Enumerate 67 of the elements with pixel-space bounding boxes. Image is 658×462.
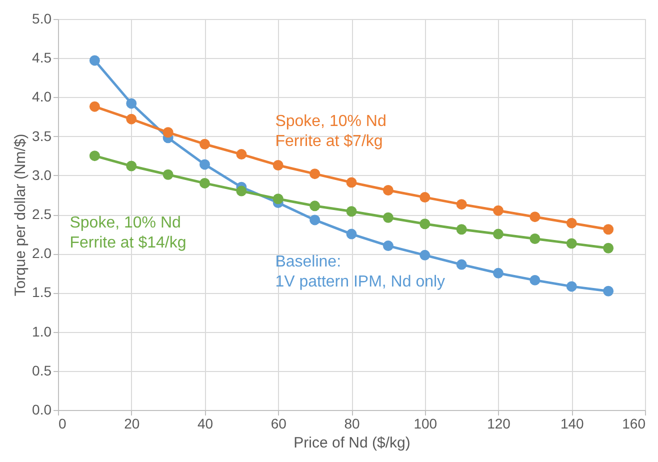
series-label: Baseline: 1V pattern IPM, Nd only xyxy=(275,254,446,291)
point xyxy=(420,218,430,230)
point xyxy=(310,214,320,226)
point xyxy=(310,168,320,180)
point xyxy=(346,206,357,217)
y-tick-label: 2.5 xyxy=(32,206,52,222)
point xyxy=(236,186,247,196)
x-tick-label: 80 xyxy=(344,416,360,432)
point xyxy=(382,212,394,223)
point xyxy=(89,101,100,112)
point xyxy=(456,224,467,235)
y-tick-label: 1.5 xyxy=(32,284,52,300)
point xyxy=(236,149,247,160)
x-tick-label: 120 xyxy=(487,416,511,432)
y-tick-label: 5.0 xyxy=(32,10,52,26)
point xyxy=(200,159,210,170)
point xyxy=(603,224,614,235)
x-tick-label: 140 xyxy=(560,416,584,432)
y-tick-label: 4.0 xyxy=(32,88,52,105)
point xyxy=(530,274,540,286)
point xyxy=(272,160,284,170)
point xyxy=(566,238,577,249)
point xyxy=(200,138,210,150)
point xyxy=(456,199,467,210)
x-tick-label: 60 xyxy=(270,416,287,432)
point xyxy=(382,185,394,196)
y-tick-label: 3.5 xyxy=(32,128,52,144)
point xyxy=(126,98,137,109)
point xyxy=(382,240,394,252)
point xyxy=(162,169,174,180)
point xyxy=(493,228,504,240)
point xyxy=(200,178,210,188)
x-tick-label: 0 xyxy=(58,416,66,432)
y-tick-label: 0.0 xyxy=(32,402,52,418)
point xyxy=(566,281,577,292)
point xyxy=(126,160,137,172)
point xyxy=(126,114,137,124)
point xyxy=(89,55,100,66)
point xyxy=(603,286,614,296)
point xyxy=(530,212,540,222)
x-tick-label: 20 xyxy=(124,416,140,432)
y-axis-title: Torque per dollar (Nm/$) xyxy=(12,134,30,296)
point xyxy=(162,127,174,138)
point xyxy=(346,228,357,240)
y-tick-label: 4.5 xyxy=(32,50,52,66)
x-tick-label: 160 xyxy=(622,416,646,432)
point xyxy=(420,192,430,203)
x-tick-label: 40 xyxy=(197,416,214,432)
series-label: Spoke, 10% Nd Ferrite at $14/kg xyxy=(70,214,186,252)
point xyxy=(603,242,614,254)
point xyxy=(493,205,504,216)
x-tick-label: 100 xyxy=(414,416,438,432)
point xyxy=(346,177,357,188)
y-tick-label: 1.0 xyxy=(32,323,52,340)
point xyxy=(493,268,504,278)
point xyxy=(272,194,284,204)
point xyxy=(530,234,540,244)
y-tick-label: 0.5 xyxy=(32,362,52,378)
point xyxy=(89,150,100,162)
series-label: Spoke, 10% Nd Ferrite at $7/kg xyxy=(275,112,386,150)
point xyxy=(310,200,320,212)
x-axis-title: Price of Nd ($/kg) xyxy=(294,434,410,452)
point xyxy=(566,218,577,228)
point xyxy=(456,259,467,270)
y-tick-label: 3.0 xyxy=(32,166,52,183)
point xyxy=(420,250,430,260)
y-tick-label: 2.0 xyxy=(32,245,52,262)
